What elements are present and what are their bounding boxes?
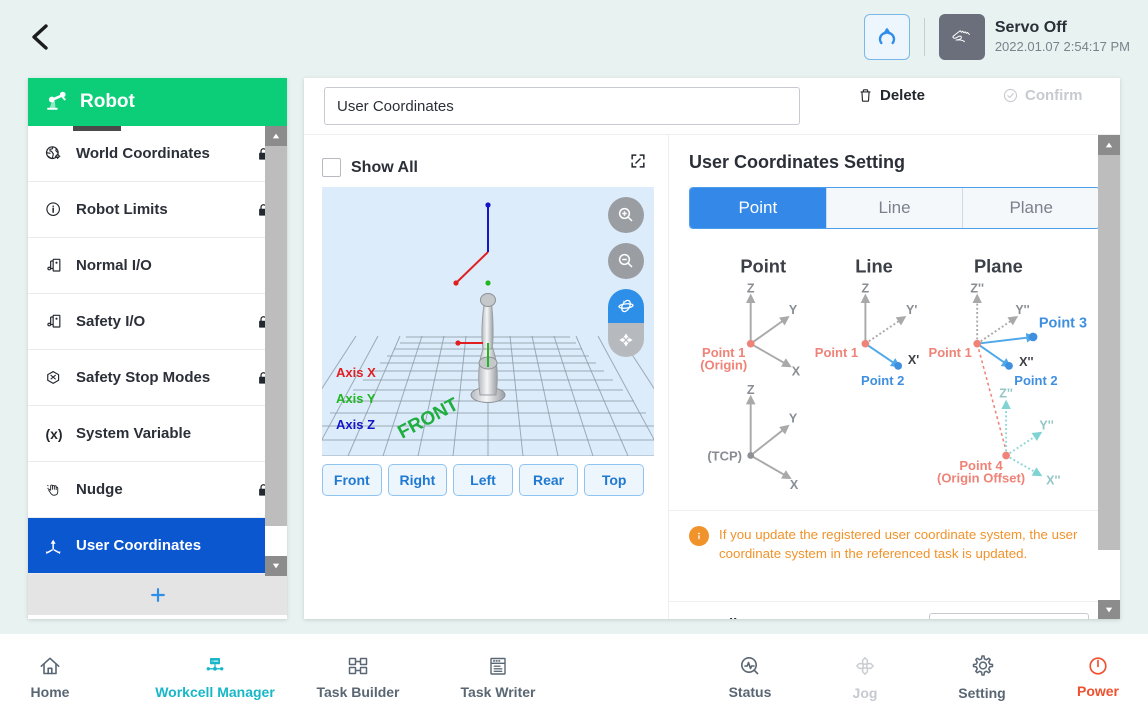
svg-text:Y'': Y'' xyxy=(1039,418,1053,432)
svg-text:X'': X'' xyxy=(1019,355,1033,369)
svg-text:Point 2: Point 2 xyxy=(861,373,904,388)
svg-text:Y': Y' xyxy=(906,303,917,317)
svg-text:(TCP): (TCP) xyxy=(707,448,742,463)
svg-text:Point 1: Point 1 xyxy=(929,345,972,360)
svg-text:Z: Z xyxy=(747,282,755,296)
svg-text:Z: Z xyxy=(862,282,870,296)
svg-text:Z'': Z'' xyxy=(970,282,984,296)
svg-text:X': X' xyxy=(908,353,919,367)
svg-text:Point 3: Point 3 xyxy=(1039,315,1087,331)
svg-text:X'': X'' xyxy=(1046,473,1060,487)
svg-text:Point: Point xyxy=(740,255,786,276)
svg-text:(Origin): (Origin) xyxy=(700,358,747,373)
svg-text:Y'': Y'' xyxy=(1015,303,1029,317)
svg-text:(Origin Offset): (Origin Offset) xyxy=(937,470,1025,485)
svg-text:Plane: Plane xyxy=(974,255,1023,276)
svg-text:Line: Line xyxy=(855,255,893,276)
svg-text:Point 1: Point 1 xyxy=(815,345,858,360)
svg-text:X: X xyxy=(792,364,801,378)
svg-text:Z'': Z'' xyxy=(999,387,1013,401)
svg-text:Y: Y xyxy=(789,412,798,426)
svg-text:Z: Z xyxy=(747,383,755,397)
svg-text:Y: Y xyxy=(789,303,798,317)
svg-text:Point 2: Point 2 xyxy=(1014,373,1057,388)
svg-text:X: X xyxy=(790,478,799,492)
